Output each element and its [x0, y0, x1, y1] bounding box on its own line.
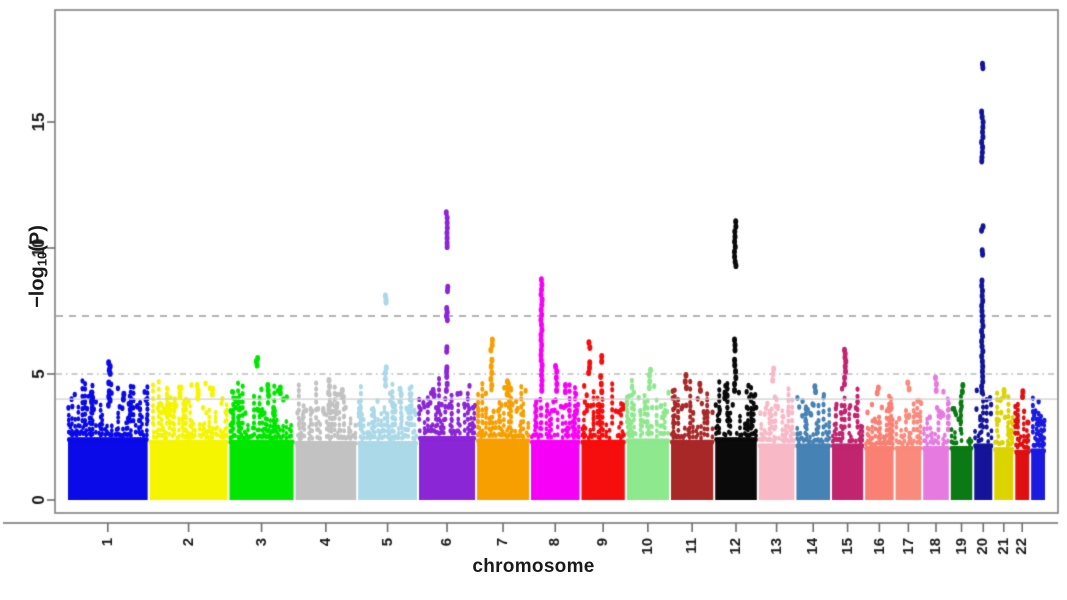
x-axis-title: chromosome — [472, 556, 595, 577]
y-axis-title: −log10(P) — [26, 225, 50, 308]
